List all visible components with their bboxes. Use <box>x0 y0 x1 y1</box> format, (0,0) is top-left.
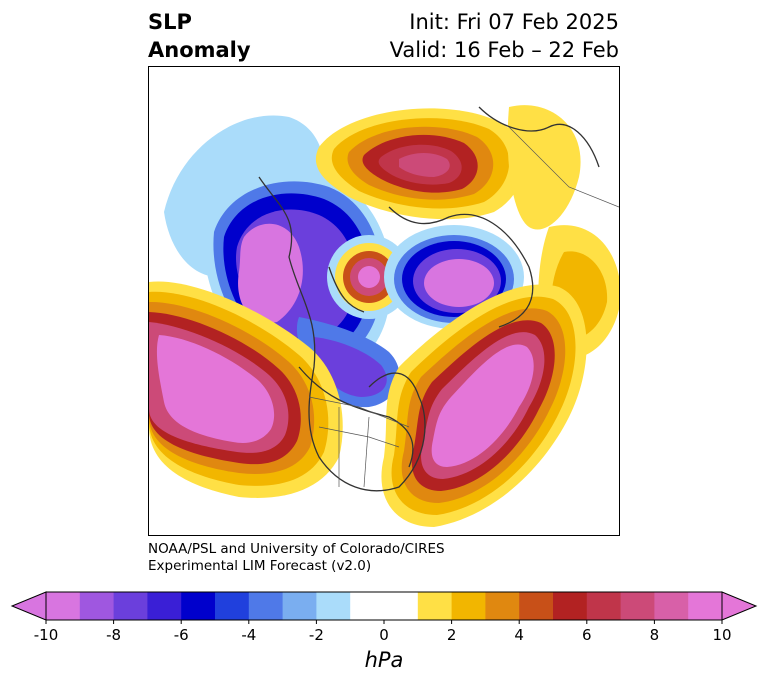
colorbar-swatch <box>384 592 419 620</box>
colorbar-swatch <box>553 592 588 620</box>
credit-line1: NOAA/PSL and University of Colorado/CIRE… <box>148 541 445 557</box>
colorbar-swatch <box>316 592 351 620</box>
colorbar-tick-label: 6 <box>582 626 592 644</box>
colorbar-tick-label: -8 <box>106 626 121 644</box>
title-variable-line1: SLP <box>148 10 192 34</box>
init-date: Init: Fri 07 Feb 2025 <box>409 10 619 34</box>
negative-anomaly-eurasia <box>384 225 524 329</box>
colorbar-swatch <box>79 592 115 620</box>
colorbar-tick-label: -2 <box>309 626 324 644</box>
colorbar-swatch <box>113 592 148 620</box>
colorbar-swatch <box>282 592 317 620</box>
forecast-dates: Init: Fri 07 Feb 2025 Valid: 16 Feb – 22… <box>390 8 619 64</box>
colorbar-swatch <box>688 592 723 620</box>
title-variable-line2: Anomaly <box>148 38 251 62</box>
colorbar-swatch <box>215 592 250 620</box>
colorbar-tick-label: 0 <box>379 626 389 644</box>
country-borders <box>308 126 619 488</box>
colorbar-tick-label: 10 <box>712 626 731 644</box>
colorbar-swatch <box>620 592 655 620</box>
credit-text: NOAA/PSL and University of Colorado/CIRE… <box>148 541 445 575</box>
colorbar-swatch <box>586 592 622 620</box>
colorbar-swatch <box>248 592 284 620</box>
colorbar-tick-label: -10 <box>34 626 59 644</box>
anomaly-map <box>149 105 619 527</box>
colorbar-tick-label: -6 <box>174 626 189 644</box>
colorbar-units: hPa <box>364 648 404 672</box>
colorbar-swatch <box>451 592 486 620</box>
map-title: SLP Anomaly <box>148 8 251 64</box>
colorbar-swatch <box>181 592 216 620</box>
valid-range: Valid: 16 Feb – 22 Feb <box>389 38 619 62</box>
map-panel <box>148 66 620 536</box>
colorbar: -10 -8 -6 -4 -2 0 2 4 6 8 10 <box>0 588 768 644</box>
colorbar-over-arrow <box>721 591 758 621</box>
colorbar-tick-label: 2 <box>447 626 457 644</box>
colorbar-swatch <box>147 592 182 620</box>
colorbar-swatch <box>350 592 385 620</box>
colorbar-swatch <box>485 592 520 620</box>
colorbar-tick-label: 4 <box>514 626 524 644</box>
colorbar-tick-label: 8 <box>650 626 660 644</box>
colorbar-swatch <box>417 592 453 620</box>
positive-anomaly-siberia <box>315 108 525 220</box>
colorbar-graphic: -10 -8 -6 -4 -2 0 2 4 6 8 10 <box>10 591 758 644</box>
colorbar-tick-label: -4 <box>241 626 256 644</box>
colorbar-swatch <box>654 592 689 620</box>
colorbar-swatch <box>519 592 554 620</box>
colorbar-swatch <box>46 592 81 620</box>
positive-anomaly-pacific <box>149 281 343 498</box>
coastlines <box>258 106 600 492</box>
colorbar-under-arrow <box>10 591 47 621</box>
credit-line2: Experimental LIM Forecast (v2.0) <box>148 558 372 574</box>
positive-anomaly-atlantic <box>381 284 587 527</box>
